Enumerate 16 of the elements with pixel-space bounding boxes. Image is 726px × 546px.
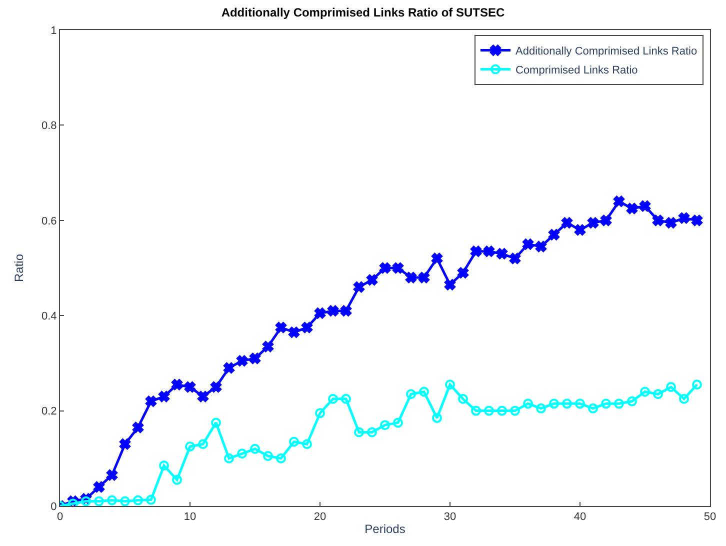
y-tick-label: 0.2 bbox=[42, 406, 57, 418]
x-tick-label: 30 bbox=[444, 511, 456, 524]
x-tick-label: 20 bbox=[314, 511, 326, 524]
x-axis-title: Periods bbox=[364, 522, 406, 536]
y-axis-title: Ratio bbox=[12, 254, 26, 282]
y-tick-label: 0.8 bbox=[42, 120, 57, 132]
legend-label: Comprimised Links Ratio bbox=[516, 64, 638, 77]
chart-title: Additionally Comprimised Links Ratio of SUTSEC bbox=[221, 6, 506, 20]
y-tick-label: 0.6 bbox=[42, 215, 57, 228]
y-tick-label: 0 bbox=[50, 500, 57, 513]
y-tick-label: 1 bbox=[50, 24, 57, 37]
legend-label: Additionally Comprimised Links Ratio bbox=[516, 46, 698, 58]
y-tick-label: 0.4 bbox=[42, 310, 57, 322]
x-tick-label: 50 bbox=[704, 511, 716, 524]
x-tick-label: 40 bbox=[574, 511, 586, 524]
x-tick-label: 10 bbox=[184, 511, 196, 524]
